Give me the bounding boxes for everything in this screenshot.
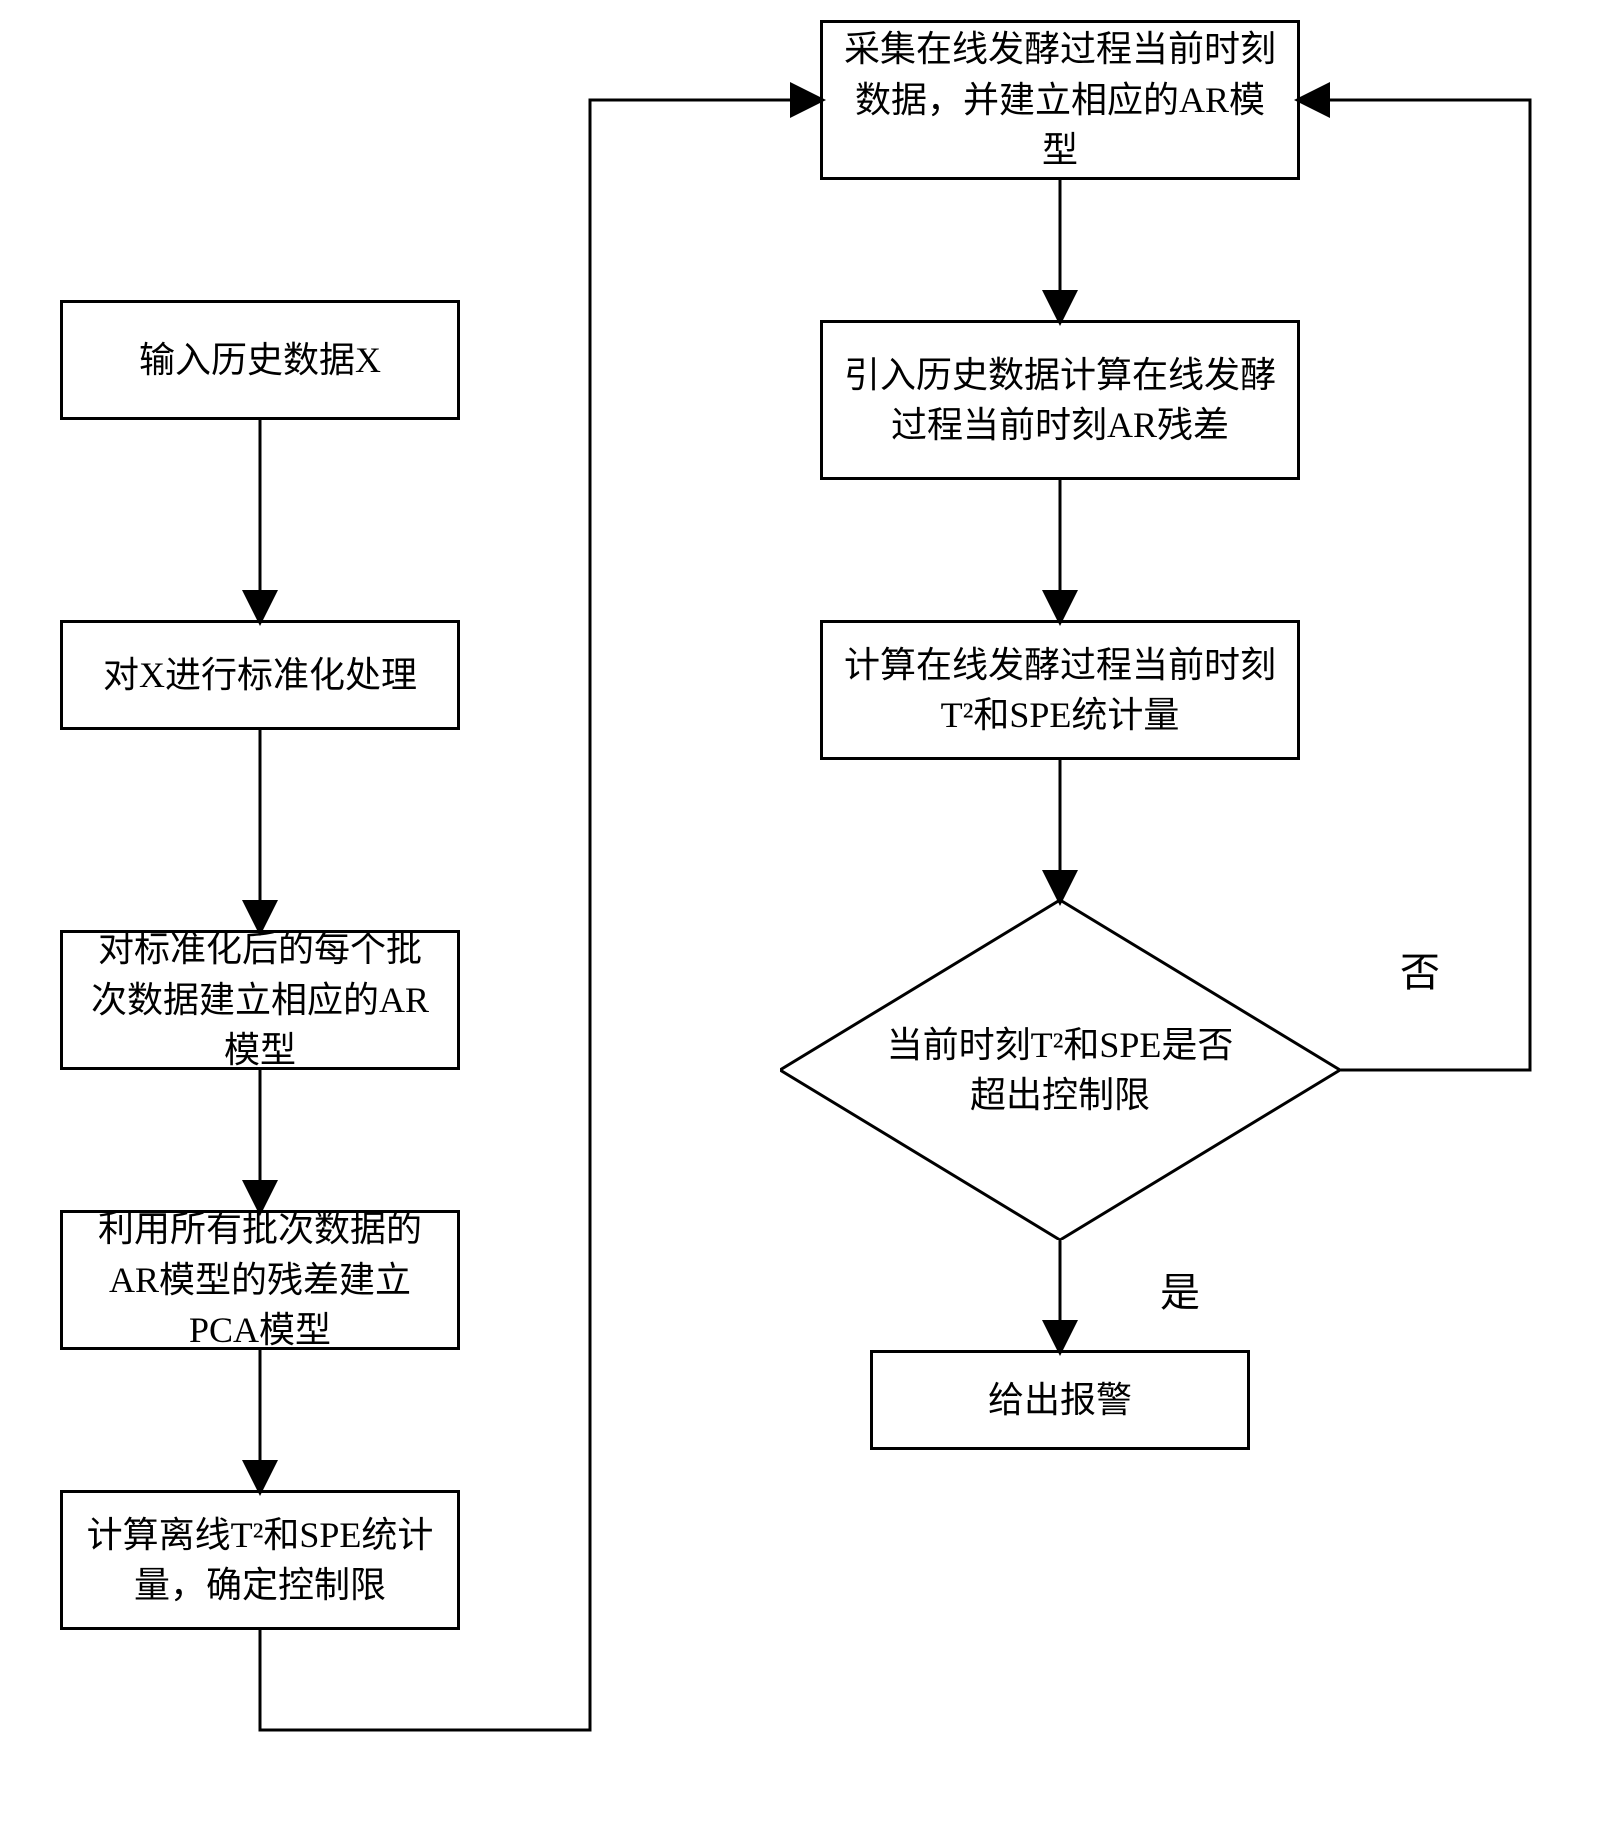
label-yes: 是 [1160,1260,1200,1318]
node-text: 引入历史数据计算在线发酵过程当前时刻AR残差 [843,350,1277,451]
node-text: 对标准化后的每个批次数据建立相应的AR模型 [83,924,437,1075]
node-online-stats: 计算在线发酵过程当前时刻T²和SPE统计量 [820,620,1300,760]
node-collect-online: 采集在线发酵过程当前时刻数据，并建立相应的AR模型 [820,20,1300,180]
node-text: 对X进行标准化处理 [103,650,417,700]
node-decision: 当前时刻T²和SPE是否超出控制限 [780,900,1340,1240]
node-text: 计算在线发酵过程当前时刻T²和SPE统计量 [843,640,1277,741]
node-text: 给出报警 [988,1375,1132,1425]
node-text: 利用所有批次数据的AR模型的残差建立PCA模型 [83,1204,437,1355]
node-ar-residual: 引入历史数据计算在线发酵过程当前时刻AR残差 [820,320,1300,480]
node-ar-model-batch: 对标准化后的每个批次数据建立相应的AR模型 [60,930,460,1070]
node-alarm: 给出报警 [870,1350,1250,1450]
node-text: 输入历史数据X [139,335,381,385]
node-pca-model: 利用所有批次数据的AR模型的残差建立PCA模型 [60,1210,460,1350]
node-standardize: 对X进行标准化处理 [60,620,460,730]
node-text: 当前时刻T²和SPE是否超出控制限 [887,1025,1234,1115]
node-offline-stats: 计算离线T²和SPE统计量，确定控制限 [60,1490,460,1630]
node-text: 计算离线T²和SPE统计量，确定控制限 [83,1510,437,1611]
node-input-history: 输入历史数据X [60,300,460,420]
node-text: 采集在线发酵过程当前时刻数据，并建立相应的AR模型 [843,24,1277,175]
label-no: 否 [1400,940,1440,998]
